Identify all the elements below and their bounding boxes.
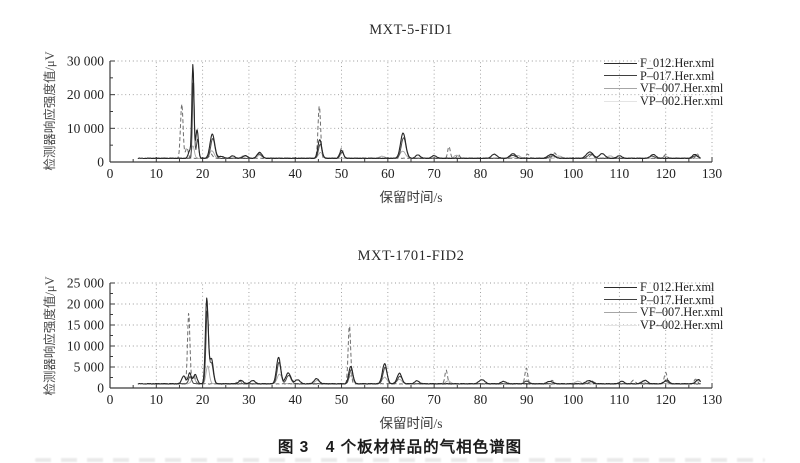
- legend-item: F_012.Her.xml: [604, 57, 794, 70]
- x-tick-label: 60: [381, 166, 395, 181]
- y-tick-label: 10 000: [67, 121, 104, 136]
- x-tick-label: 90: [520, 392, 534, 407]
- legend-item: VP–002.Her.xml: [604, 95, 794, 108]
- legend-line-swatch: [604, 62, 637, 64]
- legend-label: VF–007.Her.xml: [640, 305, 724, 320]
- x-tick-label: 120: [656, 392, 677, 407]
- y-axis-title-top: 检测器响应强度值/μV: [43, 51, 57, 171]
- legend-label: VF–007.Her.xml: [640, 81, 724, 96]
- x-tick-label: 60: [381, 392, 395, 407]
- x-tick-label: 20: [196, 166, 210, 181]
- y-tick-label: 20 000: [67, 297, 104, 312]
- x-tick-label: 0: [107, 166, 114, 181]
- x-tick-label: 70: [427, 166, 441, 181]
- chart-title-mxt1701-fid2: MXT-1701-FID2: [357, 248, 465, 264]
- x-tick-label: 40: [288, 392, 302, 407]
- y-tick-label: 5 000: [74, 360, 105, 375]
- x-tick-label: 110: [610, 392, 630, 407]
- x-tick-label: 10: [150, 166, 164, 181]
- y-axis-title-bottom: 检测器响应强度值/μV: [43, 276, 57, 396]
- x-tick-label: 130: [702, 392, 723, 407]
- x-tick-label: 40: [288, 166, 302, 181]
- y-tick-label: 0: [97, 381, 104, 396]
- x-tick-label: 0: [107, 392, 114, 407]
- x-tick-label: 100: [563, 166, 584, 181]
- legend-label: P–017.Her.xml: [640, 292, 715, 307]
- y-tick-label: 20 000: [67, 87, 104, 102]
- legend-label: F_012.Her.xml: [640, 56, 715, 70]
- figure-caption: 图 3 4 个板材样品的气相色谱图: [277, 439, 523, 456]
- legend-line-swatch: [604, 299, 637, 301]
- legend-item: P–017.Her.xml: [604, 68, 794, 83]
- x-tick-label: 20: [196, 392, 210, 407]
- x-tick-label: 50: [335, 166, 349, 181]
- x-tick-label: 30: [242, 166, 256, 181]
- x-axis-title-bottom: 保留时间/s: [379, 416, 443, 431]
- y-tick-label: 0: [97, 155, 104, 170]
- series-trace-vf–007: [151, 365, 701, 385]
- y-tick-label: 15 000: [67, 318, 104, 333]
- cropped-text-remnant: [35, 458, 765, 462]
- x-axis-title-top: 保留时间/s: [379, 190, 443, 205]
- legend-bottom: F_012.Her.xml P–017.Her.xml VF–007.Her.xml…: [604, 281, 794, 331]
- legend-line-swatch: [604, 324, 637, 326]
- x-tick-label: 130: [702, 166, 723, 181]
- legend-item: F_012.Her.xml: [604, 281, 794, 294]
- series-trace-f_012: [137, 297, 702, 385]
- legend-label: VP–002.Her.xml: [640, 317, 724, 332]
- legend-label: F_012.Her.xml: [640, 280, 715, 294]
- x-tick-label: 10: [150, 392, 164, 407]
- legend-line-swatch: [604, 311, 637, 313]
- x-tick-label: 110: [610, 166, 630, 181]
- y-tick-label: 25 000: [67, 276, 104, 291]
- legend-item: P–017.Her.xml: [604, 292, 794, 307]
- x-tick-label: 80: [474, 166, 488, 181]
- legend-item: VP–002.Her.xml: [604, 319, 794, 332]
- x-tick-label: 50: [335, 392, 349, 407]
- x-tick-label: 100: [563, 392, 584, 407]
- x-tick-label: 30: [242, 392, 256, 407]
- x-tick-label: 90: [520, 166, 534, 181]
- legend-item: VF–007.Her.xml: [604, 82, 794, 95]
- chart-title-mxt5-fid1: MXT-5-FID1: [369, 22, 453, 38]
- x-tick-label: 70: [427, 392, 441, 407]
- legend-line-swatch: [604, 75, 637, 77]
- legend-label: VP–002.Her.xml: [640, 93, 724, 108]
- y-tick-label: 30 000: [67, 54, 104, 69]
- series-trace-f_012: [137, 64, 701, 160]
- legend-line-swatch: [604, 100, 637, 102]
- legend-line-swatch: [604, 286, 637, 288]
- legend-line-swatch: [604, 87, 637, 89]
- y-tick-label: 10 000: [67, 339, 104, 354]
- legend-label: P–017.Her.xml: [640, 68, 715, 83]
- x-tick-label: 80: [474, 392, 488, 407]
- x-tick-label: 120: [656, 166, 677, 181]
- legend-top: F_012.Her.xml P–017.Her.xml VF–007.Her.xml…: [604, 57, 794, 107]
- legend-item: VF–007.Her.xml: [604, 306, 794, 319]
